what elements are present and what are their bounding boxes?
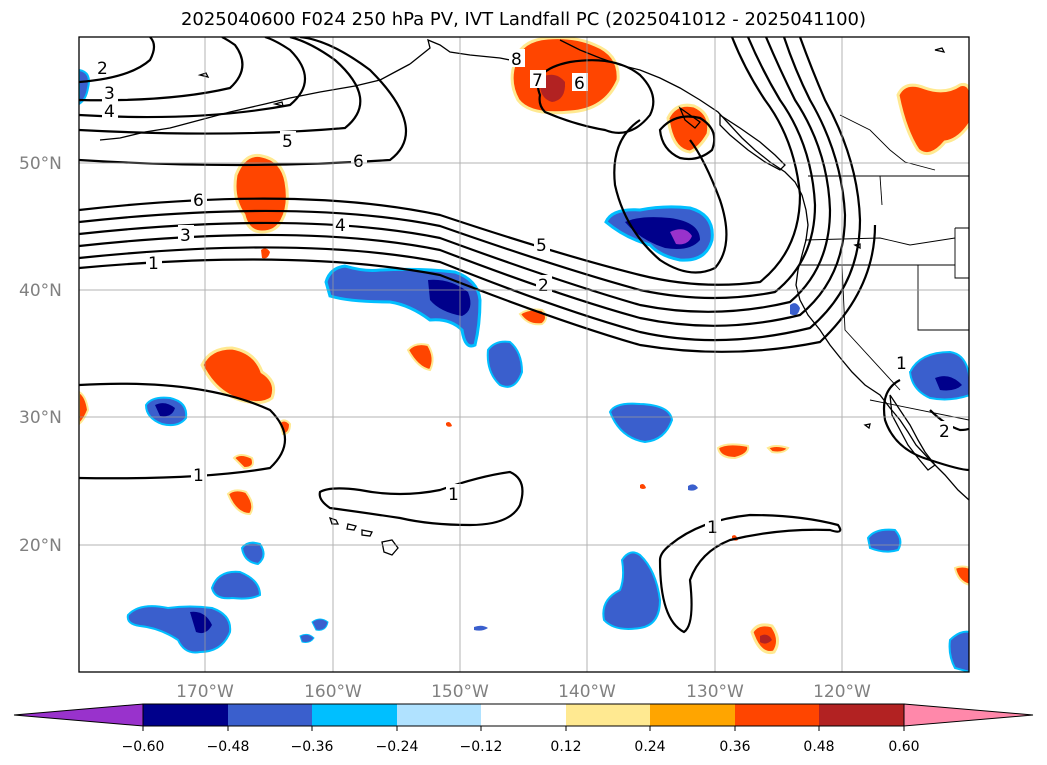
contour-label: 2 [538, 276, 549, 296]
neg-anomaly-blob [311, 618, 329, 631]
neg-anomaly-blob [948, 630, 969, 672]
lon-label: 150°W [431, 682, 489, 702]
lat-label: 30°N [19, 408, 62, 428]
pos-anomaly-blob [226, 489, 254, 516]
colorbar-segment [228, 704, 312, 726]
colorbar-segment [397, 704, 481, 726]
pos-anomaly-blob [896, 82, 969, 156]
lon-label: 140°W [558, 682, 616, 702]
lon-label: 170°W [176, 682, 234, 702]
colorbar-segment [143, 704, 228, 726]
pos-anomaly-blob [446, 422, 452, 427]
contour-label: 5 [282, 132, 293, 152]
pos-anomaly-blob [766, 445, 790, 454]
neg-anomaly-blob [608, 402, 674, 444]
neg-anomaly-blob [790, 303, 800, 316]
colorbar-segment [650, 704, 735, 726]
pv-contours [79, 37, 969, 634]
contour-label: 1 [448, 485, 459, 505]
pos-anomaly-blob [232, 454, 254, 470]
contour-label: 5 [536, 236, 547, 256]
pos-anomaly-core [760, 634, 772, 644]
contour-label: 4 [335, 216, 346, 236]
neg-anomaly-core [190, 611, 212, 634]
colorbar: −0.60 −0.48 −0.36 −0.24 −0.12 0.12 0.24 … [13, 703, 1034, 755]
pv-contour-labels: 2 3 4 5 6 6 3 4 1 5 2 8 7 6 [95, 49, 953, 538]
neg-anomaly-peak [670, 229, 692, 245]
neg-anomaly-blob [210, 570, 262, 600]
contour-label: 1 [896, 354, 907, 374]
pos-anomaly-core [539, 74, 566, 102]
colorbar-max-extend [903, 703, 1034, 727]
colorbar-tick-label: 0.36 [719, 739, 750, 755]
contour-label: 8 [511, 50, 522, 70]
colorbar-segment [312, 704, 397, 726]
lon-label: 130°W [686, 682, 744, 702]
colorbar-tick-label: 0.60 [888, 739, 919, 755]
ivt-pc-shading [79, 37, 969, 672]
neg-anomaly-blob [299, 633, 315, 643]
colorbar-tick-label: −0.12 [460, 739, 503, 755]
plot-title: 2025040600 F024 250 hPa PV, IVT Landfall… [180, 9, 867, 30]
contour-label: 6 [353, 152, 364, 172]
colorbar-tick-label: −0.24 [376, 739, 419, 755]
contour-label: 3 [180, 226, 191, 246]
colorbar-segment [735, 704, 819, 726]
colorbar-segment [819, 704, 904, 726]
contour-label: 4 [104, 102, 115, 122]
neg-anomaly-blob [602, 551, 662, 630]
colorbar-tick-label: −0.36 [291, 739, 334, 755]
neg-anomaly-core [935, 376, 962, 391]
contour-label: 6 [193, 191, 204, 211]
contour-label: 1 [707, 518, 718, 538]
lat-label: 20°N [19, 536, 62, 556]
pos-anomaly-blob [406, 343, 434, 372]
pos-anomaly-blob [79, 390, 90, 426]
contour-label: 3 [104, 84, 115, 104]
contour-label: 7 [532, 71, 543, 91]
colorbar-tick-label: 0.48 [803, 739, 834, 755]
pos-anomaly-blob [510, 37, 620, 115]
pos-anomaly-blob [233, 153, 289, 234]
neg-anomaly-blob [866, 528, 902, 553]
neg-anomaly-blob [79, 68, 90, 106]
contour-label: 1 [193, 466, 204, 486]
colorbar-tick-label: 0.24 [634, 739, 665, 755]
pos-anomaly-blob [716, 443, 750, 460]
neg-anomaly-blob [474, 625, 488, 631]
colorbar-tick-label: 0.12 [550, 739, 581, 755]
lon-label: 120°W [813, 682, 871, 702]
lon-label: 160°W [304, 682, 362, 702]
colorbar-segment [481, 704, 566, 726]
neg-anomaly-blob [486, 340, 524, 388]
pos-anomaly-blob [640, 484, 646, 489]
contour-label: 1 [148, 254, 159, 274]
neg-anomaly-blob [240, 541, 265, 566]
latitude-labels: 50°N 40°N 30°N 20°N [19, 154, 62, 556]
colorbar-tick-label: −0.60 [122, 739, 165, 755]
longitude-labels: 170°W 160°W 150°W 140°W 130°W 120°W [176, 682, 871, 702]
gridlines [79, 37, 969, 672]
colorbar-min-extend [13, 703, 144, 727]
neg-anomaly-core [155, 403, 175, 417]
lat-label: 50°N [19, 154, 62, 174]
contour-label: 6 [574, 74, 585, 94]
contour-label: 2 [939, 422, 950, 442]
pos-anomaly-blob [261, 248, 270, 259]
contour-label: 2 [97, 59, 108, 79]
lat-label: 40°N [19, 281, 62, 301]
political-borders [800, 114, 969, 421]
pos-anomaly-blob [953, 565, 969, 586]
neg-anomaly-blob [688, 484, 698, 491]
colorbar-segment [566, 704, 650, 726]
colorbar-tick-label: −0.48 [207, 739, 250, 755]
map-border [78, 36, 970, 673]
